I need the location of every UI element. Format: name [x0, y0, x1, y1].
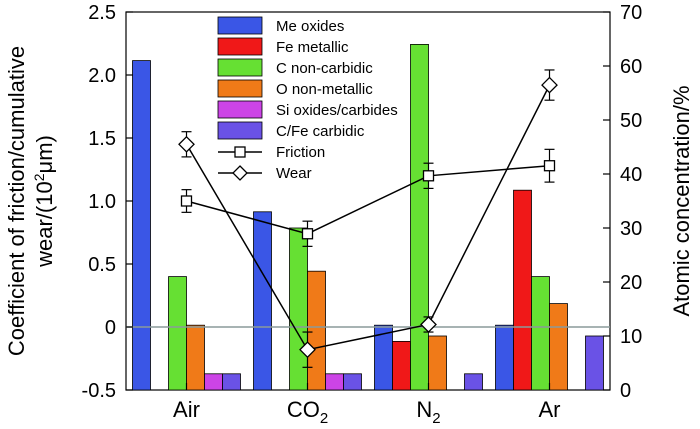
wear-point-ar	[541, 76, 558, 94]
y-left-tick-label: 0	[105, 317, 116, 339]
bar-n2-2	[410, 44, 429, 391]
bar-co2-2	[289, 227, 308, 391]
bar-n2-5	[464, 373, 483, 391]
legend-swatch	[217, 16, 263, 35]
legend-swatch	[217, 100, 263, 119]
legend-swatch	[217, 79, 263, 98]
legend-label: C non-carbidic	[276, 60, 373, 77]
bar-co2-4	[325, 373, 344, 391]
y-right-tick-label: 30	[620, 218, 642, 240]
bar-n2-1	[392, 340, 411, 391]
wear-point-n2	[420, 316, 437, 333]
bar-air-2	[168, 276, 187, 391]
legend-label: C/Fe carbidic	[276, 123, 365, 140]
series-line-wear	[185, 84, 551, 351]
y-right-tick-label: 70	[620, 2, 642, 24]
bar-co2-3	[307, 270, 326, 391]
bar-air-5	[222, 373, 241, 391]
legend-label: O non-metallic	[276, 81, 373, 98]
bar-ar-3	[549, 303, 568, 391]
bar-ar-1	[513, 189, 532, 391]
y-left-tick-label: -0.5	[82, 380, 116, 402]
legend-label: Friction	[276, 144, 325, 161]
legend-marker	[232, 165, 248, 181]
friction-point-ar	[543, 160, 556, 172]
y-right-tick-label: 10	[620, 326, 642, 348]
legend-swatch	[217, 58, 263, 77]
y-axis-right-label: Atomic concentration/%	[669, 85, 694, 316]
x-tick-label: CO2	[287, 397, 328, 427]
y-right-tick-label: 50	[620, 110, 642, 132]
y-axis-left-label-line1: Coefficient of friction/cumulative	[4, 46, 29, 356]
legend-marker	[234, 146, 246, 158]
y-left-tick-label: 2.5	[88, 2, 116, 24]
series-line-friction	[186, 164, 550, 235]
legend-swatch	[217, 37, 263, 56]
y-left-tick-label: 1.5	[88, 128, 116, 150]
bar-ar-0	[495, 324, 514, 391]
bar-co2-0	[253, 211, 272, 391]
y-right-tick-label: 20	[620, 272, 642, 294]
bar-layer	[132, 44, 604, 391]
legend: Me oxides Fe metallic C non-carbidic O non-…	[217, 16, 398, 182]
axes-layer: -0.5 0 0.5 1.0 1.5 2.0 2.5 0 10 20 30 40 50 60 70 Air CO…	[82, 2, 643, 427]
y-left-tick-label: 0.5	[88, 254, 116, 276]
y-left-tick-label: 2.0	[88, 65, 116, 87]
friction-point-co2	[301, 228, 314, 240]
bar-ar-2	[531, 276, 550, 391]
wear-point-air	[178, 135, 195, 153]
x-tick-label: Ar	[539, 397, 561, 422]
bar-air-4	[204, 373, 223, 391]
line-series-layer	[178, 69, 558, 368]
y-left-tick-label: 1.0	[88, 191, 116, 213]
x-tick-label: Air	[173, 397, 200, 422]
x-tick-label: N2	[416, 397, 440, 427]
bar-co2-5	[343, 373, 362, 391]
bar-air-3	[186, 324, 205, 391]
y-right-tick-label: 60	[620, 56, 642, 78]
wear-point-co2	[299, 341, 316, 359]
friction-point-n2	[422, 170, 435, 182]
legend-label: Wear	[276, 165, 312, 182]
legend-label: Si oxides/carbides	[276, 102, 398, 119]
legend-swatch	[217, 121, 263, 140]
y-axis-left-label-line2: wear/(102μm)	[31, 135, 57, 268]
y-right-tick-label: 40	[620, 164, 642, 186]
legend-label: Me oxides	[276, 18, 344, 35]
bar-ar-5	[585, 335, 604, 391]
friction-point-air	[180, 195, 193, 207]
y-right-tick-label: 0	[620, 380, 631, 402]
legend-label: Fe metallic	[276, 39, 349, 56]
bar-air-0	[132, 60, 151, 391]
bar-n2-3	[428, 335, 447, 391]
